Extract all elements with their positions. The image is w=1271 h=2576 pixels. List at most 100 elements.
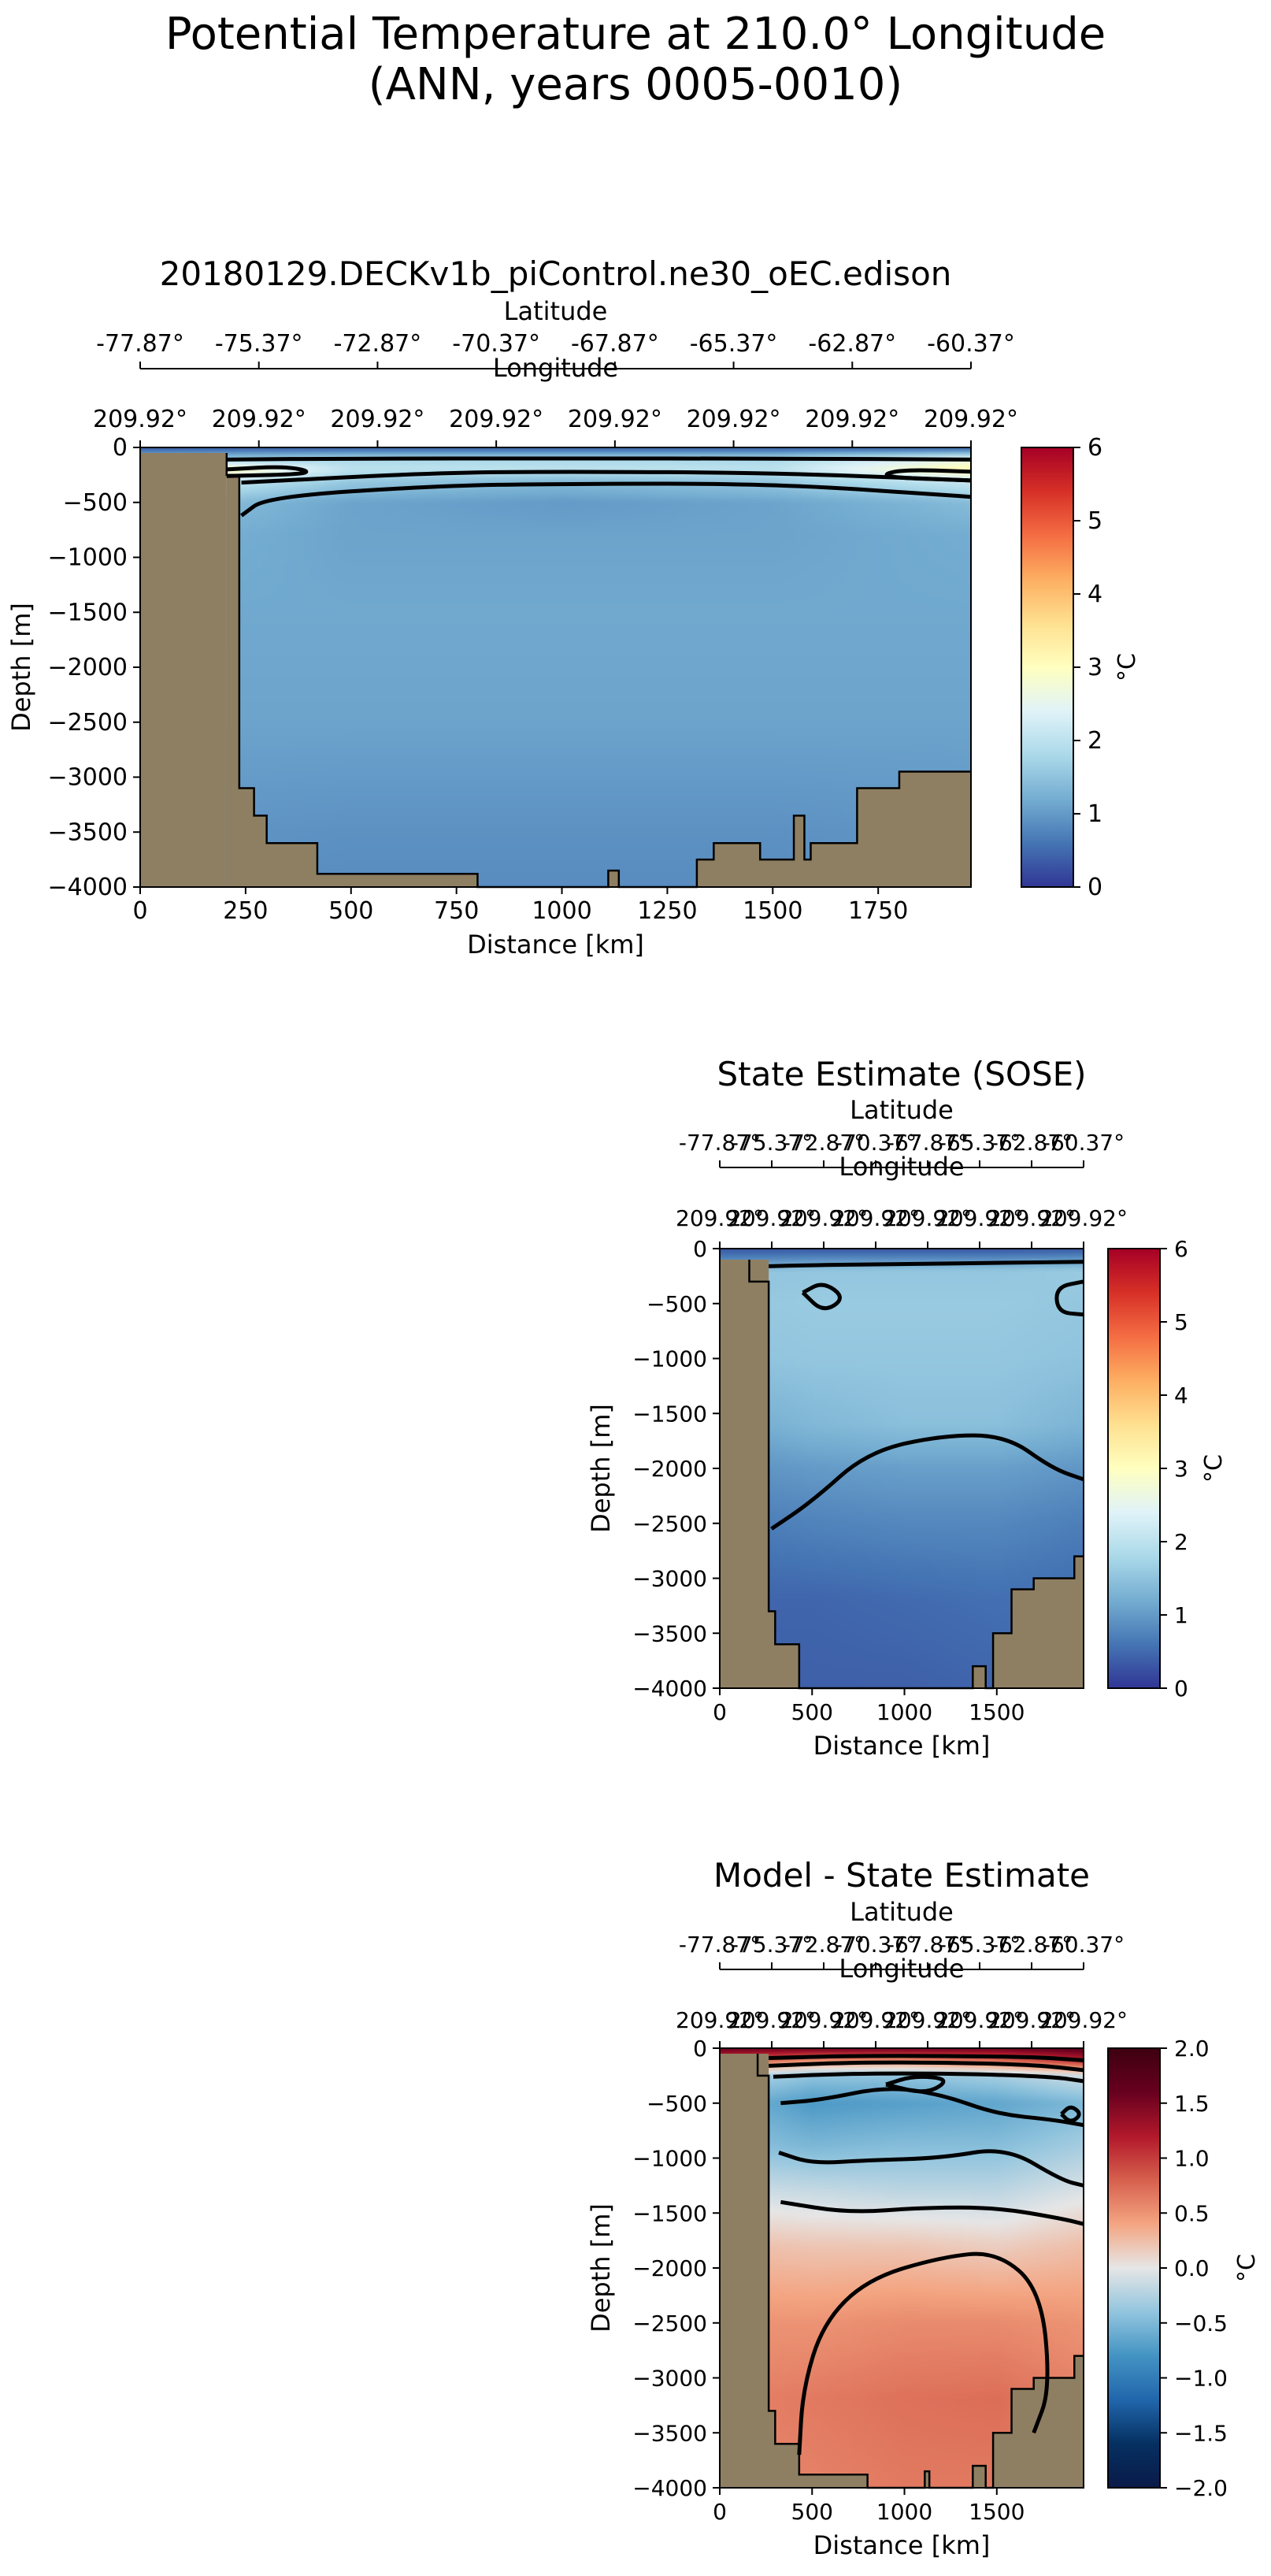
colorbar [1107, 2047, 1161, 2489]
colorbar-tick-label: 0.0 [1174, 2255, 1210, 2281]
contour-line [773, 2071, 1084, 2084]
y-axis-label: Depth [m] [586, 1404, 616, 1533]
lat-tick-label: -62.87° [991, 1130, 1073, 1156]
lat-tick-label: -67.87° [887, 1932, 969, 1958]
contour-line [778, 2149, 1084, 2188]
lat-tick-label: -62.87° [991, 1932, 1073, 1958]
lat-tick-label: -65.37° [939, 1130, 1021, 1156]
bathymetry-west [720, 2053, 769, 2488]
lat-tick-label: -77.87° [96, 330, 184, 358]
colorbar-tick-label: 4 [1088, 581, 1102, 608]
colorbar [1021, 447, 1074, 888]
y-tick-label: −500 [647, 2091, 707, 2117]
lon-tick-label: 209.92° [728, 2007, 816, 2033]
colorbar-tick-label: 0 [1088, 874, 1102, 901]
contour-line [226, 456, 972, 462]
lon-tick-label: 209.92° [1039, 2007, 1128, 2033]
panel-2: State Estimate (SOSE)0 500 1000 1500Distanc… [586, 1055, 1228, 1761]
x-tick-label: 1250 [637, 897, 697, 925]
contour-line [801, 1282, 842, 1311]
colorbar-tick-label: 3 [1088, 654, 1102, 681]
y-tick-label: −1500 [632, 1401, 707, 1427]
lat-tick-label: -65.37° [690, 330, 778, 358]
y-tick-label: −2000 [48, 654, 128, 681]
colorbar-tick-label: −1.5 [1174, 2420, 1228, 2446]
colorbar-tick-label: −2.0 [1174, 2475, 1228, 2501]
x-tick-label: 0 [713, 1699, 727, 1725]
y-tick-label: −3500 [632, 2420, 707, 2446]
contour-line [240, 481, 972, 518]
y-tick-label: −4000 [48, 874, 128, 901]
colorbar-tick-label: −0.5 [1174, 2311, 1228, 2337]
contour-line [885, 2074, 946, 2094]
x-tick-label: 500 [791, 2499, 833, 2525]
lat-tick-label: -62.87° [808, 330, 896, 358]
colorbar-tick-label: 1.5 [1174, 2091, 1210, 2117]
x-tick-label: 1000 [876, 2499, 932, 2525]
contour-line [770, 1433, 1084, 1531]
y-tick-label: −2500 [48, 709, 128, 737]
contour-line [797, 2251, 1050, 2455]
lat-tick-label: -70.37° [835, 1130, 917, 1156]
colorbar-tick-label: −1.0 [1174, 2366, 1228, 2392]
x-tick-label: 1500 [743, 897, 802, 925]
lon-tick-label: 209.92° [449, 406, 543, 433]
lon-tick-label: 209.92° [330, 406, 424, 433]
y-tick-label: −1500 [632, 2200, 707, 2226]
y-tick-label: −2500 [632, 2311, 707, 2337]
colorbar-tick-label: 2 [1088, 727, 1102, 755]
y-axis-label: Depth [m] [6, 603, 36, 732]
contour-line [769, 1260, 1084, 1268]
bathymetry-west [140, 452, 227, 887]
colorbar-tick-label: 2.0 [1174, 2036, 1210, 2062]
y-tick-label: −1000 [48, 544, 128, 572]
lon-tick-label: 209.92° [93, 406, 187, 433]
contour-line [884, 468, 972, 483]
lon-tick-label: 209.92° [1039, 1205, 1128, 1231]
lat-tick-label: -75.37° [215, 330, 303, 358]
y-tick-label: −3500 [632, 1620, 707, 1646]
x-tick-label: 1000 [532, 897, 591, 925]
y-tick-label: −3000 [632, 1566, 707, 1592]
y-tick-label: −500 [647, 1291, 707, 1317]
lon-tick-label: 209.92° [832, 2007, 920, 2033]
x-tick-label: 0 [713, 2499, 727, 2525]
lat-tick-label: -75.37° [731, 1932, 813, 1958]
lon-tick-label: 209.92° [212, 406, 306, 433]
lon-tick-label: 209.92° [676, 2007, 764, 2033]
colorbar-tick-label: 5 [1174, 1309, 1188, 1335]
contour-line [241, 470, 972, 485]
y-tick-label: −3000 [632, 2366, 707, 2392]
temperature-field [140, 447, 971, 887]
x-tick-label: 1500 [969, 1699, 1025, 1725]
panel-3: Model - State Estimate 0 500 1000 1500 Distan… [586, 1856, 1261, 2560]
x-tick-label: 0 [132, 897, 147, 925]
lat-tick-label: -72.87° [783, 1932, 865, 1958]
panel-title: Model - State Estimate [713, 1856, 1090, 1895]
contour-line [780, 2199, 1084, 2226]
latitude-axis-label: Latitude [504, 296, 608, 326]
x-axis-label: Distance [km] [813, 1731, 991, 1761]
lon-tick-label: 209.92° [832, 1205, 920, 1231]
figure-title-line2: (ANN, years 0005-0010) [369, 59, 903, 110]
colorbar-tick-label: 6 [1088, 434, 1102, 462]
y-tick-label: −1000 [632, 2146, 707, 2172]
y-tick-label: 0 [113, 434, 128, 462]
y-tick-label: −4000 [632, 1676, 707, 1702]
y-tick-label: −3500 [48, 818, 128, 846]
lat-tick-label: -77.87° [679, 1932, 761, 1958]
y-axis-label: Depth [m] [586, 2203, 616, 2333]
lon-tick-label: 209.92° [936, 2007, 1024, 2033]
lon-tick-label: 209.92° [884, 1205, 972, 1231]
lon-tick-label: 209.92° [988, 2007, 1076, 2033]
colorbar-tick-label: 6 [1174, 1236, 1188, 1262]
lat-tick-label: -70.37° [835, 1932, 917, 1958]
lat-tick-label: -67.87° [887, 1130, 969, 1156]
latitude-axis-label: Latitude [850, 1095, 954, 1125]
contour-line [1060, 2105, 1081, 2123]
contour-line [1054, 1279, 1084, 1317]
bathymetry-outline [748, 1259, 1084, 1690]
colorbar-tick-label: 4 [1174, 1383, 1188, 1409]
y-tick-label: −500 [63, 489, 128, 517]
